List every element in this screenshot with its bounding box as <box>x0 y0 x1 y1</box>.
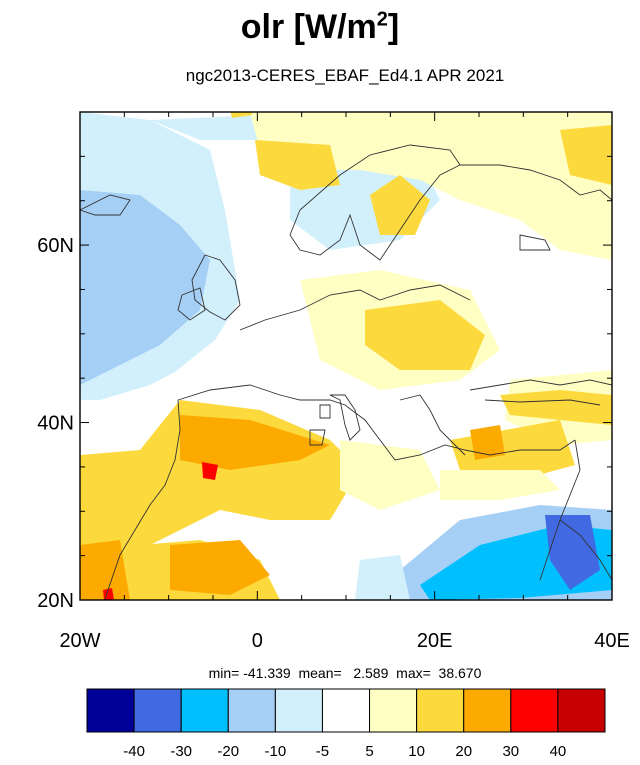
lon-tick-label: 20E <box>417 630 453 652</box>
coastlines <box>80 144 612 600</box>
lat-tick-label: 20N <box>37 590 74 612</box>
lat-tick-label: 40N <box>37 413 74 435</box>
lon-tick-label: 0 <box>252 630 263 652</box>
title-close: ] <box>387 8 400 46</box>
plot-title: olr [W/m2] <box>0 8 640 47</box>
lon-tick-label: 20W <box>59 630 100 652</box>
lat-tick-label: 60N <box>37 235 74 257</box>
lon-tick-label: 40E <box>594 630 630 652</box>
stats-line: min= -41.339 mean= 2.589 max= 38.670 <box>208 665 482 681</box>
title-text: olr [W/m <box>240 8 377 46</box>
title-superscript: 2 <box>376 8 388 31</box>
map-tick-labels: 20W 0 20E 40E 20N 40N 60N <box>37 235 630 652</box>
map-ticks <box>79 111 613 601</box>
olr-field <box>80 112 612 600</box>
plot-subtitle: ngc2013-CERES_EBAF_Ed4.1 APR 2021 <box>185 66 505 85</box>
